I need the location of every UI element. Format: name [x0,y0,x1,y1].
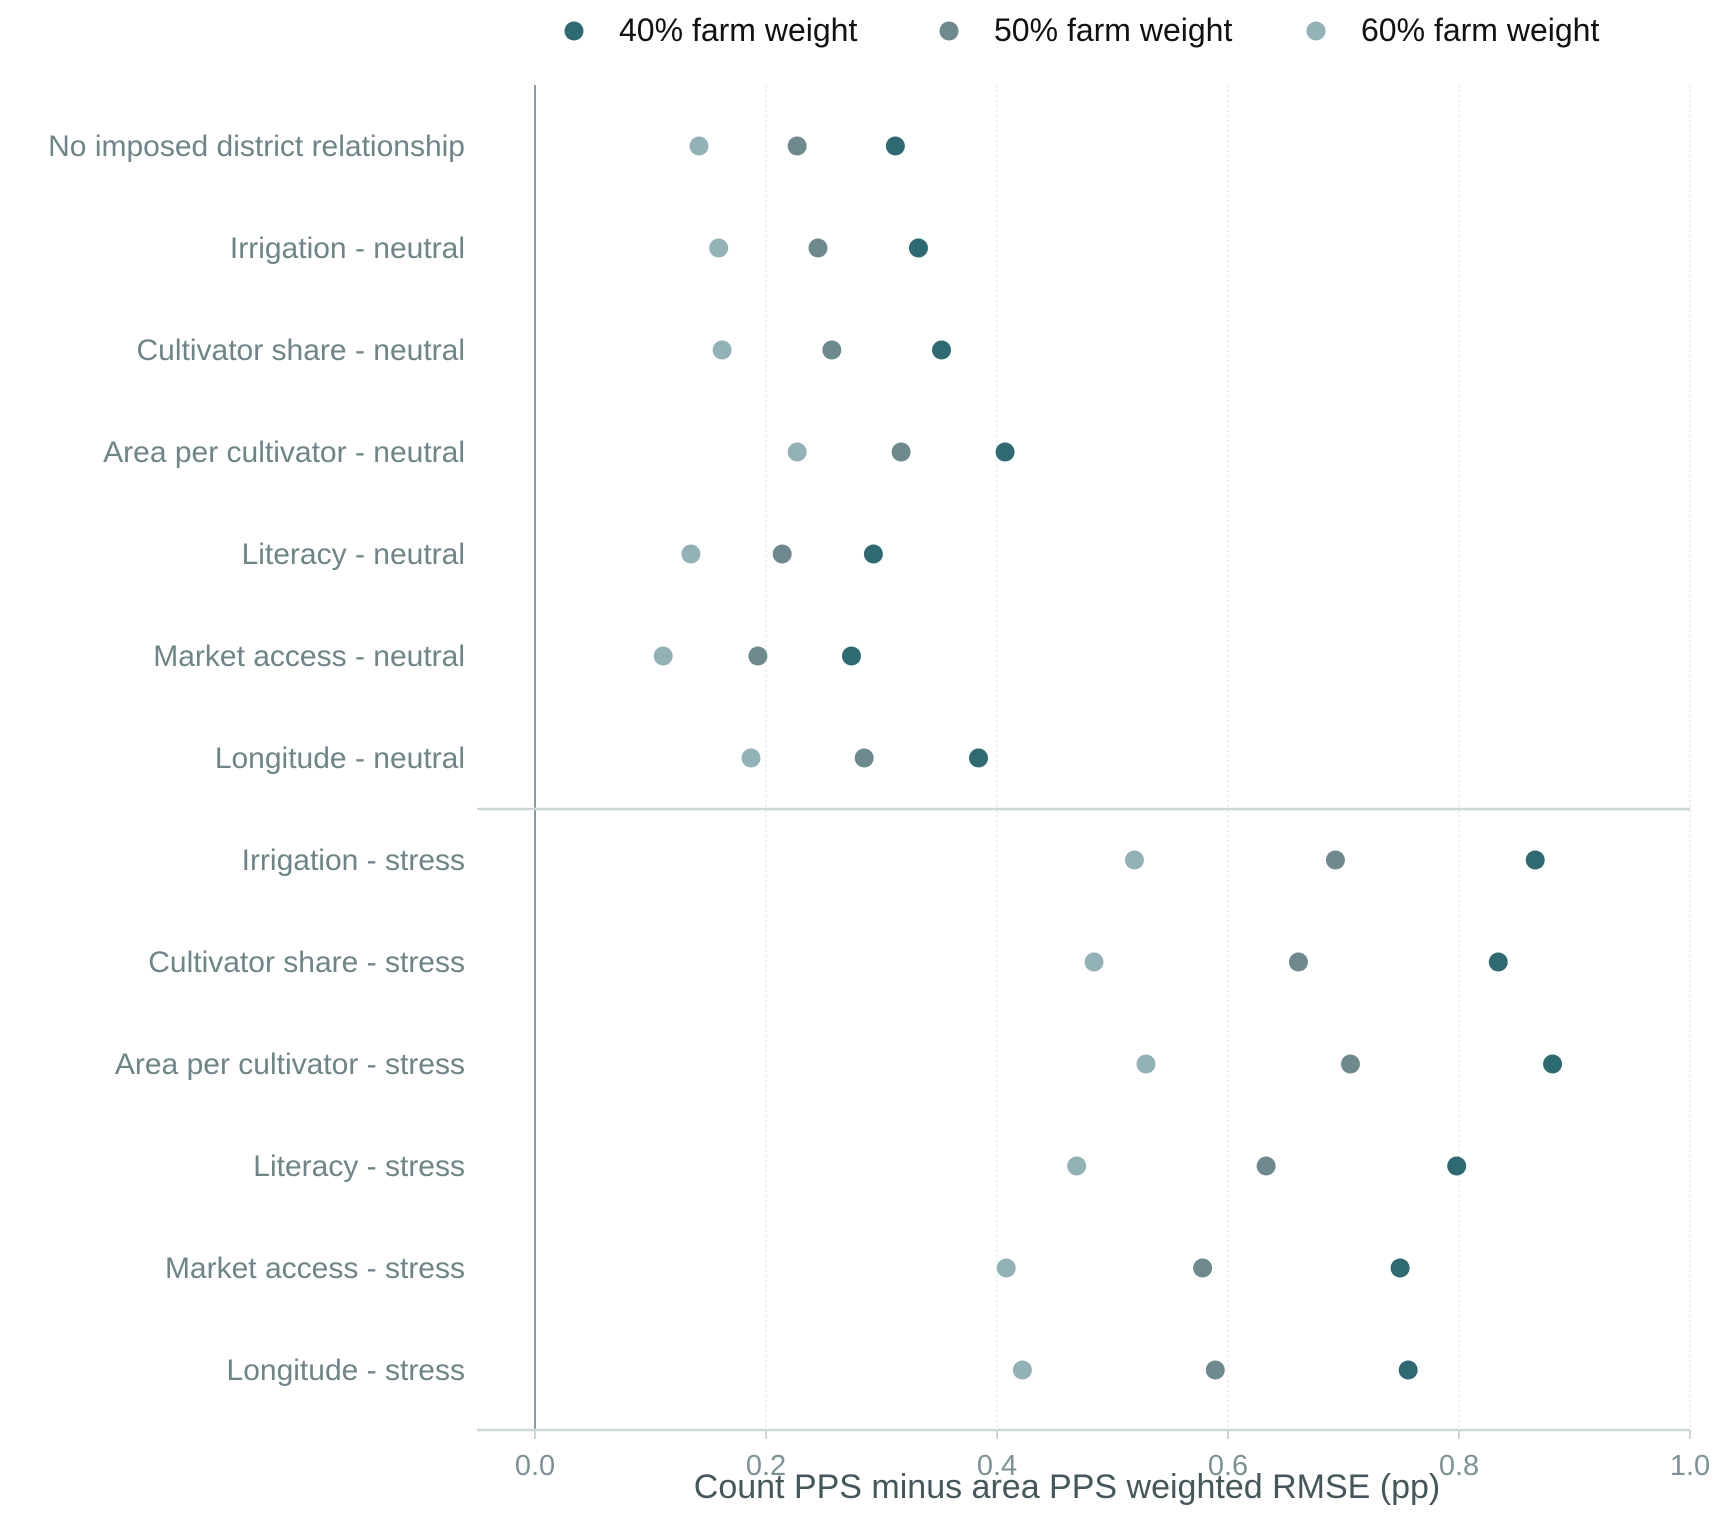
x-tick-label: 1.0 [1670,1450,1710,1482]
data-point [709,238,729,258]
legend-marker [939,21,959,41]
x-axis-label: Count PPS minus area PPS weighted RMSE (… [694,1468,1440,1506]
data-point [653,646,673,666]
data-point [996,1258,1016,1278]
data-point [1084,952,1104,972]
data-point [1447,1156,1467,1176]
y-tick-label: Area per cultivator - stress [115,1048,465,1081]
data-point [689,136,709,156]
data-point [1205,1360,1225,1380]
data-point [1543,1054,1563,1074]
legend-marker [564,21,584,41]
legend-marker [1306,21,1326,41]
data-point [1340,1054,1360,1074]
y-tick-label: Longitude - stress [227,1354,465,1387]
legend-label: 40% farm weight [619,12,857,48]
data-point [863,544,883,564]
legend-label: 50% farm weight [994,12,1232,48]
y-tick-label: Irrigation - stress [242,844,465,877]
x-tick-label: 0.8 [1439,1450,1479,1482]
y-tick-label: Market access - neutral [153,640,465,673]
legend-label: 60% farm weight [1361,12,1599,48]
data-point [1136,1054,1156,1074]
data-point [1124,850,1144,870]
data-point [787,136,807,156]
data-point [822,340,842,360]
data-point [1390,1258,1410,1278]
y-tick-label: Cultivator share - neutral [137,334,465,367]
data-point [681,544,701,564]
y-tick-label: Literacy - neutral [242,538,465,571]
x-tick-labels: 0.0 0.2 0.4 0.6 0.8 1.0 [515,1450,1710,1482]
data-point [995,442,1015,462]
data-point [748,646,768,666]
y-tick-label: Irrigation - neutral [230,232,465,265]
data-point [969,748,989,768]
data-point [841,646,861,666]
data-point [1012,1360,1032,1380]
data-point [1398,1360,1418,1380]
data-point [1325,850,1345,870]
data-point [891,442,911,462]
y-tick-label: Longitude - neutral [215,742,465,775]
data-point [808,238,828,258]
data-point [712,340,732,360]
axes [477,85,1691,1439]
y-tick-label: Area per cultivator - neutral [103,436,465,469]
data-point [1525,850,1545,870]
data-point [1067,1156,1087,1176]
y-tick-labels: No imposed district relationship Irrigati… [48,130,465,1387]
x-tick-label: 0.2 [746,1450,786,1482]
x-tick-label: 0.6 [1208,1450,1248,1482]
y-tick-label: Market access - stress [165,1252,465,1285]
x-tick-label: 0.0 [515,1450,555,1482]
data-point [741,748,761,768]
data-point [854,748,874,768]
x-tick-label: 0.4 [977,1450,1017,1482]
data-point [1288,952,1308,972]
data-point [908,238,928,258]
data-point [1488,952,1508,972]
y-tick-label: Cultivator share - stress [148,946,465,979]
data-point [1193,1258,1213,1278]
data-point [1256,1156,1276,1176]
data-point [772,544,792,564]
data-point [885,136,905,156]
grid [765,85,1691,1430]
legend: 40% farm weight 50% farm weight 60% farm w… [564,12,1599,48]
y-tick-label: Literacy - stress [253,1150,465,1183]
data-points [653,136,1563,1380]
data-point [787,442,807,462]
data-point [932,340,952,360]
y-tick-label: No imposed district relationship [48,130,465,163]
